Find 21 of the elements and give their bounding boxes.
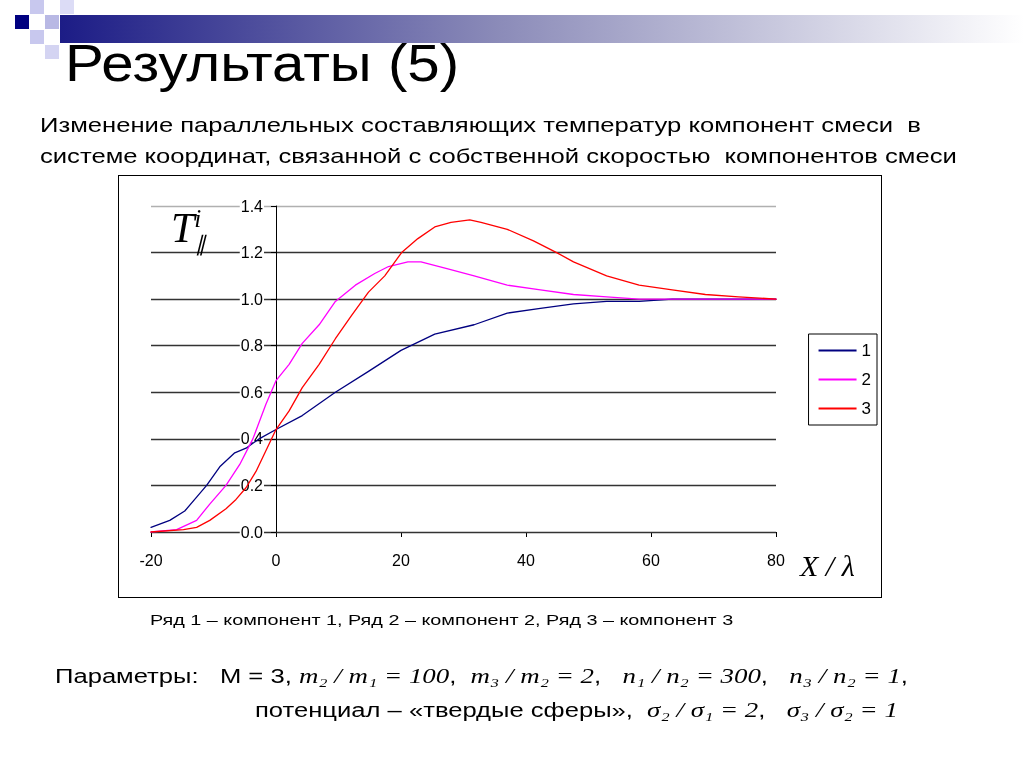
- x-tick-label: 60: [642, 551, 660, 569]
- y-tick-label: 0.0: [240, 523, 264, 541]
- legend-label: 2: [861, 370, 872, 389]
- chart-title: Результаты (5): [65, 33, 460, 93]
- x-tick-label: -20: [139, 551, 163, 569]
- y-tick-label: 1.0: [240, 290, 264, 308]
- x-tick-label: 40: [517, 551, 535, 569]
- y-tick-label: 0.6: [240, 383, 264, 401]
- text: Ряд 1 – компонент 1, Ряд 2 – компонент 2, Ряд 3 – компонент 3: [150, 611, 734, 628]
- text: Параметры: M = 3, m₂ / m₁ = 100, m₃ / m₂ = 2, n₁ / n₂ = 300, n₃ / n₂ = 1,: [55, 664, 908, 688]
- x-axis-title: X / λ: [800, 549, 855, 582]
- text: потенциал – «твердые сферы», σ₂ / σ₁ = 2, σ₃ / σ₂ = 1: [255, 698, 898, 722]
- x-tick-label: 20: [392, 551, 410, 569]
- legend-label: 1: [861, 341, 872, 360]
- legend-label: 3: [861, 399, 872, 418]
- x-tick-label: 80: [767, 551, 785, 569]
- y-tick-label: 1.2: [240, 244, 264, 262]
- y-tick-label: 0.8: [240, 337, 264, 355]
- chart-subtitle: Изменение параллельных составляющих температур компонент смеси в системе координат, связанной с собственной скоростью компонентов смеси: [40, 112, 958, 169]
- x-tick-label: 0: [271, 551, 281, 569]
- y-tick-label: 1.4: [240, 197, 264, 215]
